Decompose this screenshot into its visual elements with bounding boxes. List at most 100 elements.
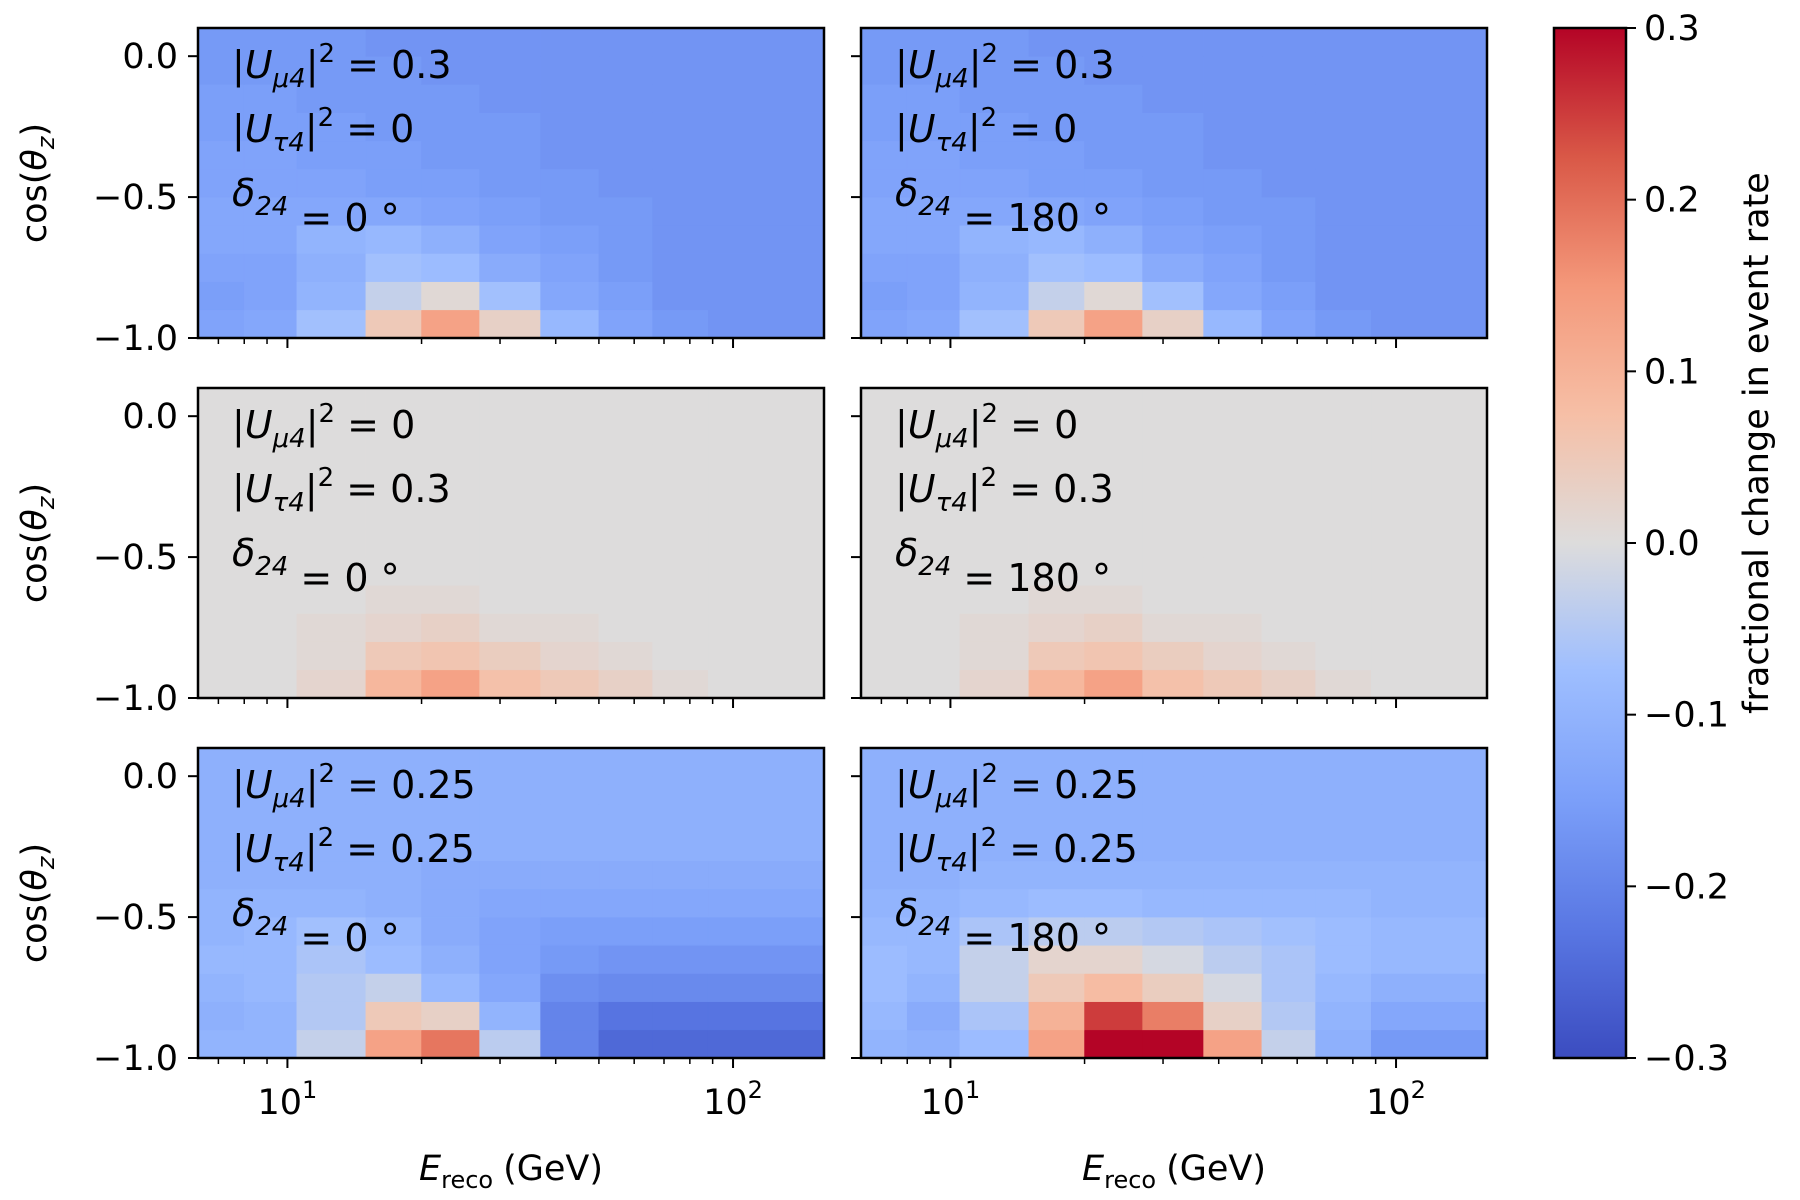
heatmap-cell: [198, 556, 245, 586]
heatmap-cell: [479, 224, 541, 254]
heatmap-cell: [861, 281, 908, 311]
heatmap-cell: [1261, 309, 1316, 339]
heatmap-cell: [906, 387, 961, 417]
heatmap-cell: [365, 1029, 422, 1059]
heatmap-cell: [707, 415, 825, 445]
heatmap-cell: [1315, 613, 1372, 642]
heatmap-cell: [1028, 253, 1085, 282]
heatmap-cell: [861, 55, 908, 85]
heatmap-cell: [1371, 112, 1488, 142]
heatmap-cell: [1084, 281, 1143, 311]
heatmap-cell: [1203, 253, 1263, 282]
heatmap-cell: [421, 309, 480, 339]
heatmap-cell: [243, 444, 298, 473]
heatmap-cell: [1028, 84, 1085, 113]
heatmap-cell: [540, 140, 600, 170]
heatmap-cell: [1315, 500, 1372, 530]
heatmap-cell: [296, 613, 367, 642]
y-tick-label: −1.0: [93, 319, 178, 359]
heatmap-cell: [1028, 916, 1085, 946]
heatmap-cell: [198, 804, 245, 833]
heatmap-cell: [1142, 472, 1204, 502]
colorbar-gradient: [1552, 26, 1628, 1060]
heatmap-cell: [1371, 84, 1488, 113]
heatmap-cell: [707, 669, 825, 699]
heatmap-cell: [243, 641, 298, 671]
heatmap-cell: [1261, 84, 1316, 113]
heatmap-cell: [861, 444, 908, 473]
heatmap-cell: [1028, 747, 1085, 777]
heatmap-cell: [296, 112, 367, 142]
heatmap-cell: [598, 747, 653, 777]
heatmap-cell: [1203, 168, 1263, 198]
heatmap-cell: [906, 669, 961, 699]
heatmap-cell: [1261, 775, 1316, 805]
heatmap-cell: [861, 888, 908, 918]
heatmap-cell: [421, 168, 480, 198]
heatmap-cell: [1261, 55, 1316, 85]
heatmap-cell: [1371, 804, 1488, 833]
heatmap-cell: [1203, 775, 1263, 805]
heatmap-cell: [365, 196, 422, 226]
heatmap-cell: [1142, 528, 1204, 558]
heatmap-cell: [479, 556, 541, 586]
heatmap-cell: [906, 944, 961, 974]
heatmap-cell: [243, 27, 298, 57]
heatmap-cell: [540, 27, 600, 57]
heatmap-cell: [1203, 944, 1263, 974]
heatmap-cell: [540, 973, 600, 1002]
heatmap-cell: [959, 804, 1030, 833]
heatmap-cell: [1142, 944, 1204, 974]
heatmap-cell: [1261, 584, 1316, 614]
heatmap-cell: [243, 281, 298, 311]
heatmap-cell: [1261, 112, 1316, 142]
heatmap-cell: [959, 641, 1030, 671]
heatmap-cell: [1084, 860, 1143, 890]
heatmap-cell: [652, 224, 709, 254]
heatmap-cell: [296, 860, 367, 890]
heatmap-cell: [861, 253, 908, 282]
heatmap-cell: [1261, 860, 1316, 890]
heatmap-cell: [707, 1001, 825, 1031]
heatmap-cell: [296, 415, 367, 445]
heatmap-cell: [707, 500, 825, 530]
heatmap-cell: [1261, 196, 1316, 226]
heatmap-cell: [1315, 916, 1372, 946]
y-tick-label: 0.0: [122, 37, 178, 77]
heatmap-cell: [1203, 415, 1263, 445]
heatmap-cell: [243, 309, 298, 339]
heatmap-cell: [365, 472, 422, 502]
heatmap-cell: [652, 500, 709, 530]
heatmap-cell: [421, 112, 480, 142]
heatmap-cell: [479, 584, 541, 614]
panel-row3-left: 0.0 −0.5 −1.0 101 102 Ereco (GeV) cos(θz) |Uμ4|2…: [15, 746, 826, 1194]
heatmap-cell: [479, 804, 541, 833]
heatmap-cell: [1203, 387, 1263, 417]
heatmap-cell: [906, 916, 961, 946]
heatmap-cell: [1315, 584, 1372, 614]
heatmap-cell: [296, 1001, 367, 1031]
heatmap-cell: [906, 860, 961, 890]
heatmap-cell: [198, 444, 245, 473]
heatmap-cell: [296, 641, 367, 671]
heatmap-cell: [1203, 669, 1263, 699]
heatmap-cell: [1028, 1001, 1085, 1031]
heatmap-cell: [1142, 973, 1204, 1002]
heatmap-cell: [1261, 916, 1316, 946]
heatmap-cell: [598, 27, 653, 57]
heatmap-cell: [365, 415, 422, 445]
heatmap-cell: [198, 309, 245, 339]
heatmap-cell: [1084, 168, 1143, 198]
heatmap-cell: [707, 556, 825, 586]
heatmap-cell: [1084, 1001, 1143, 1031]
heatmap-cell: [1315, 140, 1372, 170]
heatmap-cell: [598, 415, 653, 445]
heatmap-cell: [479, 613, 541, 642]
heatmap-cell: [906, 472, 961, 502]
heatmap-cell: [707, 944, 825, 974]
heatmap-cell: [479, 112, 541, 142]
heatmap-cell: [598, 309, 653, 339]
heatmap-cell: [243, 415, 298, 445]
heatmap-cell: [1142, 444, 1204, 473]
heatmap-cell: [540, 916, 600, 946]
